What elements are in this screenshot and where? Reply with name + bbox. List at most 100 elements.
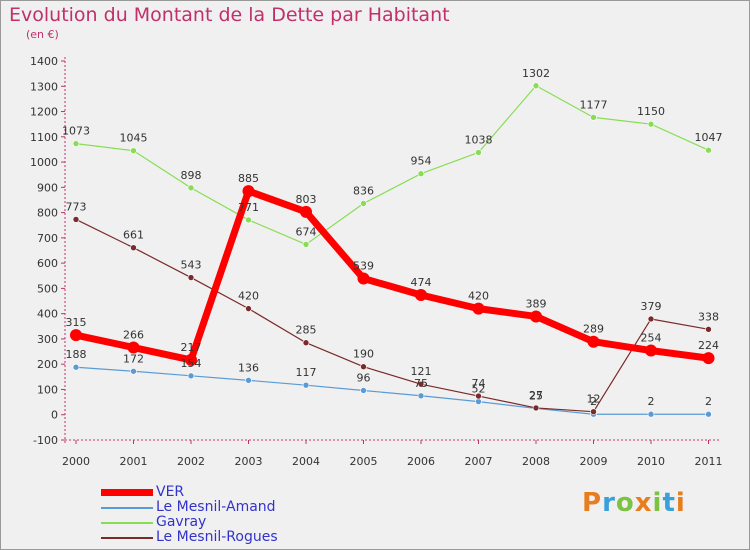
- y-tick-label: 1200: [30, 106, 58, 119]
- data-label-le-mesnil-amand: 2: [590, 395, 597, 408]
- data-label-le-mesnil-rogues: 12: [587, 393, 601, 406]
- legend-item: Gavray: [101, 514, 361, 530]
- data-point-le-mesnil-amand: [302, 381, 310, 389]
- x-tick-label: 2000: [62, 455, 90, 468]
- series-line-le-mesnil-rogues: [75, 218, 709, 413]
- data-label-ver: 217: [181, 341, 202, 354]
- data-point-gavray: [705, 146, 712, 154]
- x-tick-label: 2005: [350, 455, 378, 468]
- data-label-gavray: 1177: [580, 98, 608, 111]
- y-tick-label: 600: [37, 257, 58, 270]
- data-label-ver: 289: [583, 323, 604, 336]
- data-point-ver: [415, 288, 427, 301]
- y-tick-label: 100: [37, 383, 58, 396]
- y-tick-label: 800: [37, 207, 58, 220]
- data-label-ver: 389: [526, 297, 547, 310]
- data-point-gavray: [245, 216, 252, 224]
- data-point-gavray: [360, 200, 367, 207]
- data-label-ver: 539: [353, 260, 374, 273]
- data-label-le-mesnil-rogues: 27: [529, 389, 543, 402]
- data-point-le-mesnil-rogues: [72, 216, 80, 223]
- data-point-le-mesnil-rogues: [130, 244, 137, 252]
- data-label-le-mesnil-amand: 25: [529, 389, 543, 402]
- y-tick-label: 200: [37, 358, 58, 371]
- data-label-le-mesnil-amand: 2: [705, 395, 712, 408]
- data-point-ver: [472, 302, 485, 315]
- data-label-gavray: 674: [296, 225, 317, 238]
- data-label-ver: 803: [296, 193, 317, 206]
- data-point-le-mesnil-amand: [475, 398, 482, 405]
- data-point-ver: [300, 205, 312, 218]
- data-label-le-mesnil-rogues: 338: [698, 310, 719, 323]
- data-label-gavray: 1038: [465, 133, 493, 146]
- y-tick-label: 1300: [30, 80, 58, 93]
- data-point-ver: [587, 335, 600, 348]
- x-tick-label: 2001: [120, 455, 148, 468]
- chart-unit-label: (en €): [26, 28, 59, 41]
- data-point-le-mesnil-rogues: [705, 326, 712, 333]
- x-tick-label: 2006: [407, 455, 435, 468]
- data-label-gavray: 1073: [62, 125, 90, 138]
- data-point-le-mesnil-rogues: [302, 339, 310, 347]
- data-point-le-mesnil-amand: [130, 367, 137, 375]
- y-tick-label: 500: [37, 282, 58, 295]
- legend-swatch: [101, 489, 153, 496]
- y-tick-label: 1100: [30, 131, 58, 144]
- data-label-ver: 315: [66, 316, 87, 329]
- data-label-ver: 254: [641, 332, 662, 345]
- data-point-le-mesnil-amand: [417, 392, 425, 400]
- y-tick-label: 400: [37, 308, 58, 321]
- y-tick-label: 0: [51, 409, 58, 422]
- data-point-le-mesnil-rogues: [475, 392, 482, 400]
- legend-item: Le Mesnil-Amand: [101, 499, 361, 515]
- legend-label: Gavray: [156, 514, 207, 530]
- data-label-le-mesnil-rogues: 74: [472, 377, 486, 390]
- data-label-gavray: 1047: [695, 131, 723, 144]
- x-tick-label: 2009: [580, 455, 608, 468]
- legend-item: VER: [101, 484, 361, 500]
- data-point-gavray: [475, 149, 482, 156]
- data-point-le-mesnil-rogues: [590, 408, 597, 416]
- data-label-le-mesnil-rogues: 543: [181, 259, 202, 272]
- data-point-le-mesnil-rogues: [532, 404, 540, 412]
- series-line-gavray: [75, 85, 709, 246]
- data-label-le-mesnil-rogues: 121: [411, 365, 432, 378]
- data-point-ver: [357, 272, 370, 285]
- x-tick-label: 2003: [235, 455, 263, 468]
- data-label-gavray: 771: [238, 201, 259, 214]
- data-point-le-mesnil-rogues: [245, 305, 252, 312]
- data-label-le-mesnil-rogues: 285: [296, 324, 317, 337]
- data-label-le-mesnil-amand: 117: [296, 366, 317, 379]
- data-point-ver: [702, 352, 715, 365]
- data-point-ver: [242, 185, 255, 198]
- data-label-le-mesnil-amand: 52: [472, 383, 486, 396]
- proxiti-logo: Proxiti: [582, 488, 686, 518]
- data-point-le-mesnil-amand: [245, 377, 252, 384]
- chart-title: Evolution du Montant de la Dette par Hab…: [9, 4, 450, 26]
- y-tick-label: 900: [37, 181, 58, 194]
- data-point-le-mesnil-amand: [72, 363, 80, 371]
- x-tick-label: 2007: [465, 455, 493, 468]
- data-label-gavray: 954: [411, 155, 432, 168]
- legend-label: VER: [156, 484, 185, 500]
- data-label-le-mesnil-amand: 154: [181, 357, 202, 370]
- legend-item: Le Mesnil-Rogues: [101, 529, 361, 545]
- data-label-le-mesnil-amand: 172: [123, 352, 144, 365]
- data-label-ver: 885: [238, 172, 259, 185]
- data-label-gavray: 836: [353, 185, 374, 198]
- legend-swatch: [101, 507, 153, 509]
- legend-label: Le Mesnil-Amand: [156, 499, 276, 515]
- x-tick-label: 2008: [522, 455, 550, 468]
- x-tick-label: 2011: [695, 455, 723, 468]
- data-label-gavray: 1302: [522, 67, 550, 80]
- data-point-ver: [530, 310, 542, 323]
- data-point-le-mesnil-amand: [647, 410, 655, 418]
- data-point-gavray: [302, 241, 310, 248]
- series-line-ver: [75, 187, 709, 364]
- legend-label: Le Mesnil-Rogues: [156, 529, 278, 545]
- data-point-le-mesnil-rogues: [647, 315, 655, 323]
- data-label-le-mesnil-rogues: 773: [66, 200, 87, 213]
- data-point-gavray: [130, 147, 137, 154]
- y-tick-label: 1400: [30, 55, 58, 68]
